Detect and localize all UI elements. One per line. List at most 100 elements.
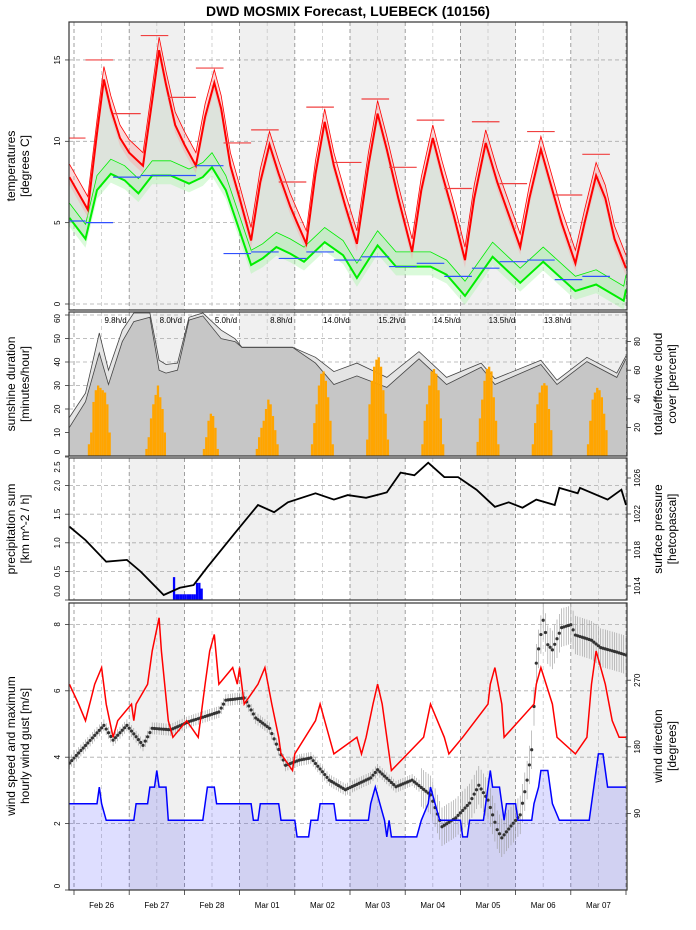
- direction-point: [316, 764, 320, 768]
- direction-point: [548, 645, 552, 649]
- sunshine-bar: [494, 420, 498, 456]
- direction-point: [249, 708, 253, 712]
- direction-point: [97, 728, 101, 732]
- direction-point: [104, 727, 108, 731]
- sunshine-daily-label: 14.0h/d: [323, 316, 350, 325]
- direction-point: [129, 729, 134, 733]
- direction-point: [336, 783, 341, 788]
- sunshine-bar: [329, 420, 332, 456]
- pressure-ylabel-1: surface pressure: [651, 484, 665, 574]
- direction-point: [373, 770, 377, 775]
- direction-point: [74, 753, 78, 758]
- direction-point: [502, 833, 506, 837]
- effective-cloud-line: [69, 315, 627, 428]
- x-tick-label: Mar 01: [255, 901, 280, 910]
- sunshine-bar: [97, 385, 100, 456]
- pressure-tick-label: 1018: [633, 541, 642, 559]
- direction-point: [525, 778, 529, 782]
- chart-title: DWD MOSMIX Forecast, LUEBECK (10156): [206, 3, 490, 19]
- temperature-panel: [69, 22, 627, 310]
- direction-point: [221, 702, 226, 706]
- direction-point: [553, 642, 557, 646]
- wind-tick-label: 6: [53, 688, 62, 693]
- direction-point: [258, 719, 262, 723]
- sunshine-bar: [492, 397, 495, 456]
- sunshine-bar: [591, 399, 594, 456]
- direction-point: [141, 743, 145, 747]
- sunshine-bar: [99, 387, 102, 456]
- direction-point: [511, 821, 515, 825]
- direction-point: [546, 643, 550, 647]
- sunshine-bar: [209, 413, 212, 456]
- precipitation-bar: [200, 588, 203, 600]
- temperature-ylabel-2: [degrees C]: [18, 135, 32, 197]
- sunshine-bar: [430, 371, 433, 456]
- direction-point: [539, 632, 543, 637]
- sunshine-bar: [421, 444, 424, 456]
- direction-point: [422, 787, 426, 791]
- direction-point: [116, 733, 120, 737]
- sunshine-bar: [370, 380, 373, 456]
- direction-point: [320, 770, 324, 774]
- sunshine-daily-label: 14.5h/d: [433, 316, 460, 325]
- sunshine-bar: [536, 404, 539, 456]
- sunshine-bar: [159, 397, 162, 456]
- sunshine-tick-label: 50: [53, 334, 62, 343]
- direction-point: [118, 731, 122, 735]
- precipitation-bar: [189, 594, 192, 600]
- sunshine-tick-label: 10: [53, 428, 62, 437]
- sunshine-bar: [149, 418, 153, 456]
- direction-point: [624, 653, 627, 657]
- sunshine-bar: [154, 394, 157, 456]
- precipitation-tick-label: 0.0: [53, 585, 62, 597]
- sunshine-bar: [598, 390, 601, 456]
- sunshine-daily-label: 8.0h/d: [160, 316, 182, 325]
- sunshine-bar: [432, 369, 436, 456]
- sunshine-bar: [324, 380, 327, 456]
- sunshine-bar: [262, 420, 265, 456]
- direction-point: [442, 823, 446, 827]
- direction-point: [81, 746, 85, 750]
- sunshine-bar: [543, 383, 546, 456]
- sunshine-bar: [327, 397, 330, 456]
- direction-point: [415, 782, 419, 786]
- direction-point: [132, 732, 136, 736]
- sunshine-bar: [264, 409, 268, 456]
- sunshine-bar: [161, 409, 164, 456]
- direction-point: [555, 637, 559, 641]
- direction-point: [309, 756, 313, 760]
- plot-layers: 9.8h/d 8.0h/d 5.0h/d 8.8h/d 14.0h/d 15.2h/d 14…: [53, 21, 642, 910]
- sunshine-bar: [145, 448, 148, 456]
- sunshine-bar: [485, 369, 488, 456]
- temperature-frame: [68, 21, 628, 311]
- precipitation-bar: [177, 594, 180, 600]
- direction-point: [254, 716, 258, 720]
- precipitation-bar: [195, 582, 199, 600]
- direction-point: [465, 803, 469, 808]
- sunshine-bar: [106, 404, 109, 456]
- direction-point: [417, 784, 421, 788]
- sunshine-daily-label: 5.0h/d: [215, 316, 237, 325]
- precipitation-panel: [69, 458, 627, 600]
- direction-point: [313, 761, 318, 766]
- precipitation-bar: [172, 577, 176, 600]
- direction-point: [369, 776, 373, 780]
- sunshine-bar: [103, 392, 107, 456]
- direction-point: [152, 726, 157, 731]
- x-tick-label: Feb 28: [200, 901, 225, 910]
- sunshine-bar: [596, 387, 599, 456]
- direction-point: [95, 731, 99, 735]
- sunshine-bar: [545, 385, 548, 456]
- sunshine-bar: [439, 418, 442, 456]
- cloud-tick-label: 60: [633, 365, 642, 374]
- precipitation-tick-label: 2.5: [53, 461, 62, 473]
- sunshine-bar: [214, 427, 217, 456]
- sunshine-bar: [216, 448, 219, 456]
- direction-point: [77, 751, 81, 755]
- direction-point: [495, 828, 499, 832]
- direction-point: [380, 772, 384, 776]
- sunshine-bar: [600, 397, 603, 456]
- sunshine-bar: [488, 366, 491, 456]
- direction-point: [523, 790, 527, 794]
